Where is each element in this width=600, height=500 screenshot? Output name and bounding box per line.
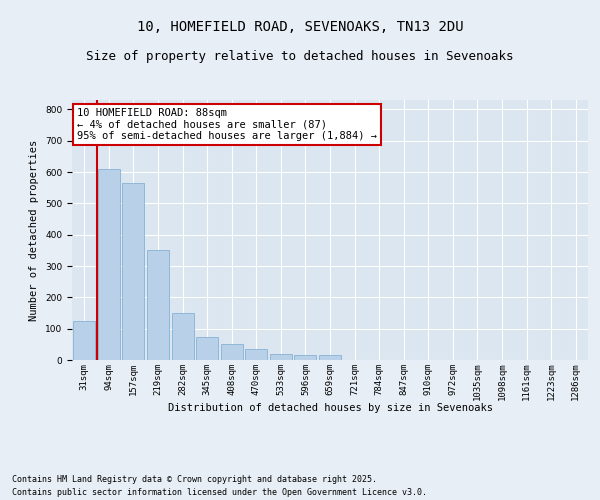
- Text: Size of property relative to detached houses in Sevenoaks: Size of property relative to detached ho…: [86, 50, 514, 63]
- Bar: [221, 344, 243, 360]
- Text: Contains public sector information licensed under the Open Government Licence v3: Contains public sector information licen…: [12, 488, 427, 497]
- Text: 10 HOMEFIELD ROAD: 88sqm
← 4% of detached houses are smaller (87)
95% of semi-de: 10 HOMEFIELD ROAD: 88sqm ← 4% of detache…: [77, 108, 377, 141]
- Y-axis label: Number of detached properties: Number of detached properties: [29, 140, 40, 320]
- X-axis label: Distribution of detached houses by size in Sevenoaks: Distribution of detached houses by size …: [167, 403, 493, 413]
- Text: Contains HM Land Registry data © Crown copyright and database right 2025.: Contains HM Land Registry data © Crown c…: [12, 476, 377, 484]
- Bar: [295, 356, 316, 360]
- Bar: [98, 169, 120, 360]
- Bar: [122, 183, 145, 360]
- Bar: [196, 338, 218, 360]
- Bar: [73, 321, 95, 360]
- Text: 10, HOMEFIELD ROAD, SEVENOAKS, TN13 2DU: 10, HOMEFIELD ROAD, SEVENOAKS, TN13 2DU: [137, 20, 463, 34]
- Bar: [245, 349, 268, 360]
- Bar: [172, 313, 194, 360]
- Bar: [147, 250, 169, 360]
- Bar: [270, 354, 292, 360]
- Bar: [319, 356, 341, 360]
